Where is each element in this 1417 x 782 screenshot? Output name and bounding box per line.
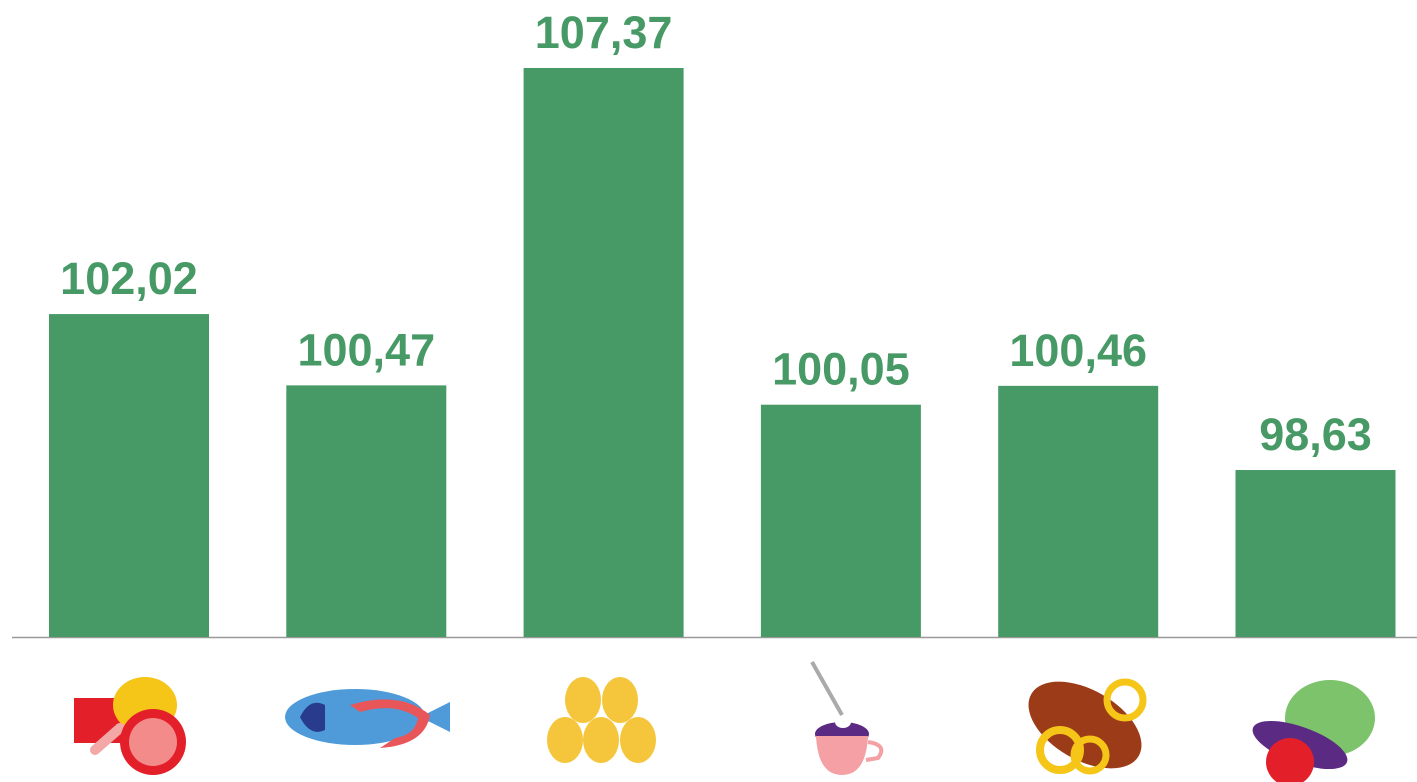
bar — [760, 404, 921, 637]
value-label: 100,47 — [297, 324, 435, 375]
bar — [1235, 470, 1396, 637]
icon-eggs — [547, 677, 656, 763]
bar — [49, 314, 209, 637]
value-label: 100,05 — [772, 344, 910, 395]
icon-meat — [74, 677, 186, 775]
bar — [286, 385, 447, 637]
value-label: 100,46 — [1009, 325, 1147, 376]
value-label: 98,63 — [1259, 409, 1372, 460]
value-label: 107,37 — [535, 7, 673, 58]
icon-vegetables — [1252, 680, 1375, 782]
icon-fish — [285, 689, 450, 748]
icon-bread — [1028, 678, 1147, 775]
bar — [523, 67, 684, 638]
icon-cup — [810, 661, 884, 775]
category-icons — [74, 661, 1375, 782]
value-label: 102,02 — [60, 253, 198, 304]
bar — [998, 385, 1159, 637]
